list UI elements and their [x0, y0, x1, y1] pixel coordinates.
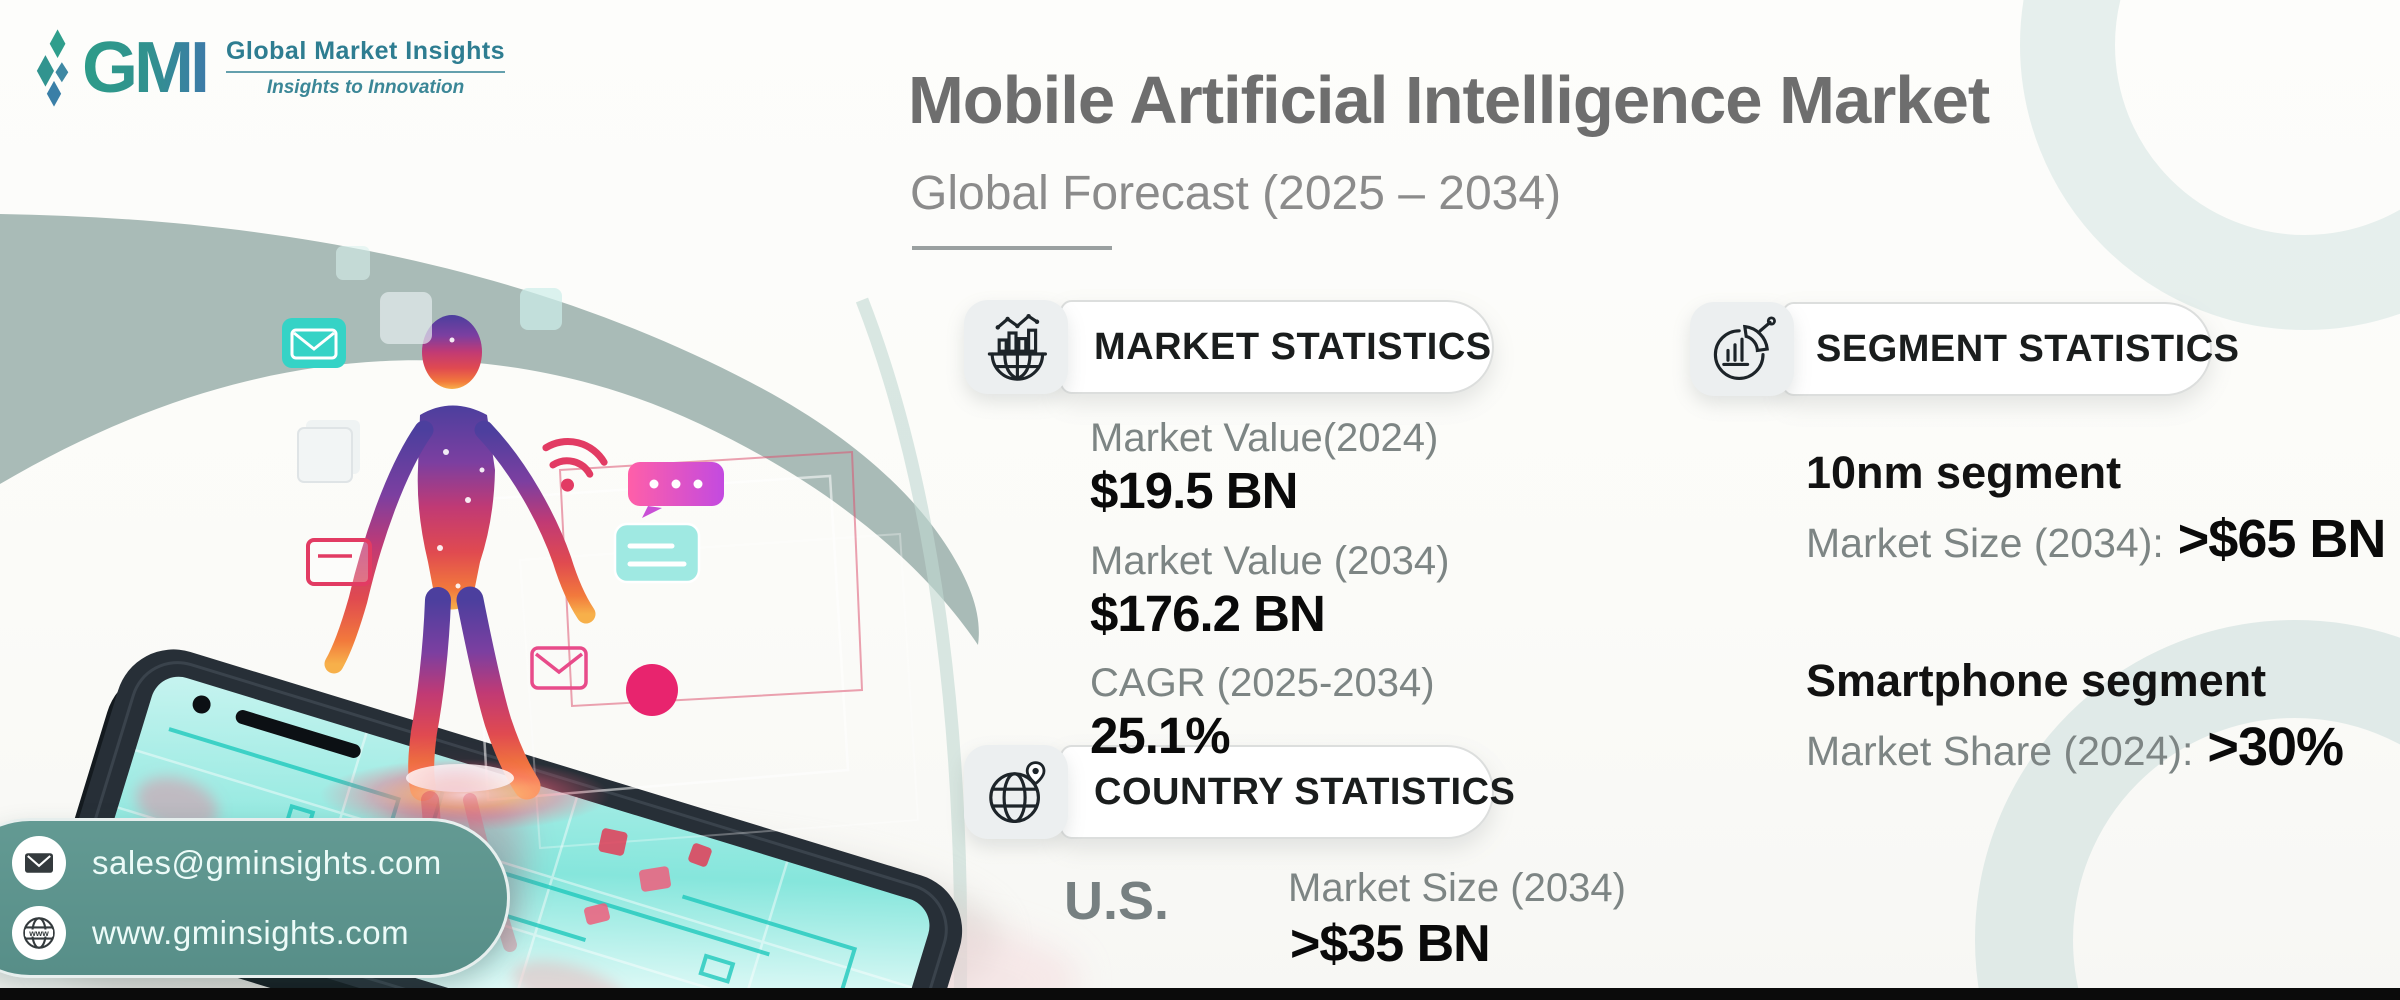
cube-icon — [297, 420, 360, 483]
phone-camera — [192, 695, 211, 714]
floating-icons — [282, 246, 724, 716]
market-value-2024-label: Market Value(2024) — [1090, 416, 1439, 460]
contact-pill: sales@gminsights.com www www.gminsights.… — [0, 818, 510, 978]
envelope-icon — [12, 836, 66, 890]
globe-bar-chart-icon — [987, 313, 1047, 381]
page-title: Mobile Artificial Intelligence Market — [908, 63, 1990, 138]
ring-decoration-top-right — [2020, 0, 2400, 330]
hero-circle-arc — [855, 297, 968, 1000]
segment-1-label: Market Size (2034): — [1806, 520, 2164, 566]
ai-humanoid-figure — [320, 315, 610, 831]
contact-website[interactable]: www.gminsights.com — [92, 914, 410, 951]
market-statistics-pill: MARKET STATISTICS — [1060, 300, 1494, 394]
envelope-outline-icon — [530, 646, 588, 690]
gmi-diamonds-icon — [36, 29, 69, 107]
subtitle-underline — [912, 246, 1112, 250]
country-statistics-pill: COUNTRY STATISTICS — [1060, 745, 1515, 839]
page-subtitle: Global Forecast (2025 – 2034) — [910, 167, 1562, 220]
segment-1-stat: Market Size (2034): >$65 BN — [1806, 508, 2387, 570]
globe-location-pin-icon — [989, 761, 1046, 823]
market-value-2034-value: $176.2 BN — [1090, 584, 1326, 642]
figure-sparkles — [437, 337, 485, 589]
logo-divider — [225, 71, 506, 73]
contact-email-row[interactable]: sales@gminsights.com — [12, 836, 507, 890]
phone-speaker — [235, 710, 361, 758]
segment-statistics-chip — [1690, 302, 1794, 396]
wifi-icon — [542, 438, 608, 492]
segment-2-label: Market Share (2024): — [1806, 728, 2194, 774]
market-value-2034-label: Market Value (2034) — [1090, 538, 1450, 583]
contact-email[interactable]: sales@gminsights.com — [92, 844, 442, 881]
mail-card-icon — [282, 318, 346, 368]
segment-statistics-list: 10nm segment Market Size (2034): >$65 BN… — [1806, 446, 2387, 862]
market-statistics-heading: MARKET STATISTICS — [1094, 325, 1492, 368]
hero-ai-phone-illustration — [0, 214, 1080, 1000]
country-statistics-chip — [964, 745, 1068, 839]
market-statistics-list: Market Value(2024) $19.5 BN Market Value… — [1090, 414, 1449, 782]
donut-chart-arrow-icon — [1713, 316, 1776, 380]
country-name: U.S. — [1064, 871, 1170, 931]
www-globe-icon: www — [12, 906, 66, 960]
cagr-value: 25.1% — [1090, 707, 1231, 765]
chat-card-icon — [613, 522, 701, 584]
brand-logo: GMI Global Market Insights Insights to I… — [36, 27, 506, 108]
logo-tagline: Insights to Innovation — [266, 77, 465, 98]
market-value-2024-value: $19.5 BN — [1090, 462, 1298, 519]
segment-2-value: >30% — [2207, 717, 2344, 777]
segment-statistics-pill: SEGMENT STATISTICS — [1782, 302, 2239, 396]
segment-2-stat: Market Share (2024): >30% — [1806, 716, 2385, 778]
browser-frame-icon — [306, 538, 372, 586]
market-statistics-chip — [964, 300, 1068, 394]
segment-statistics-heading: SEGMENT STATISTICS — [1816, 327, 2240, 370]
country-market-size-value: >$35 BN — [1290, 915, 1491, 973]
sage-crescent-decoration — [0, 214, 979, 645]
segment-2-name: Smartphone segment — [1806, 655, 2267, 706]
country-statistics-heading: COUNTRY STATISTICS — [1094, 770, 1516, 813]
pink-dot-icon — [626, 664, 678, 716]
contact-website-row[interactable]: www www.gminsights.com — [12, 906, 507, 960]
segment-1-name: 10nm segment — [1806, 447, 2122, 498]
sms-card-icon — [628, 462, 724, 518]
logo-acronym: GMI — [82, 27, 210, 108]
segment-1-value: >$65 BN — [2177, 509, 2387, 569]
bottom-bar — [0, 988, 2400, 1000]
country-market-size-label: Market Size (2034) — [1288, 866, 1626, 910]
svg-text:www: www — [28, 928, 49, 938]
cagr-label: CAGR (2025-2034) — [1090, 661, 1435, 706]
logo-name: Global Market Insights — [225, 37, 506, 65]
